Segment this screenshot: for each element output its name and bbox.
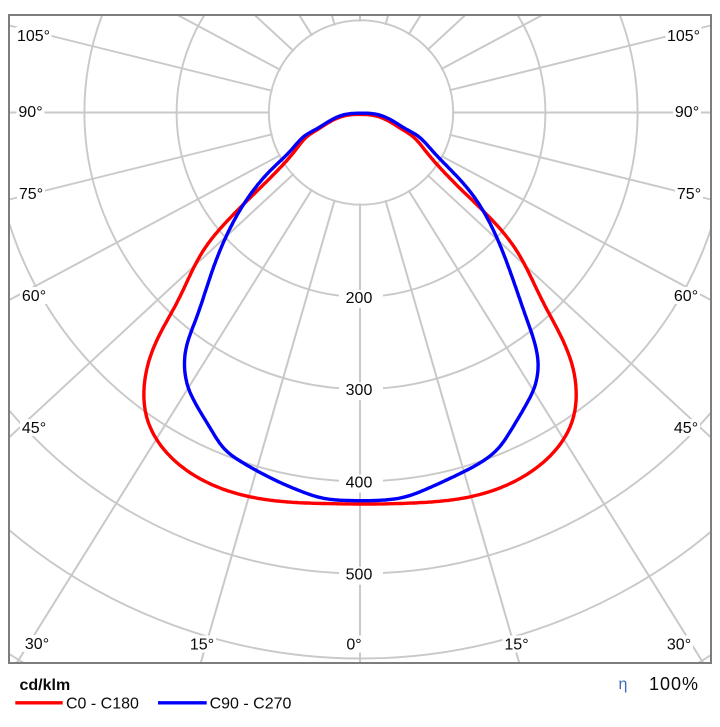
svg-text:90°: 90° (675, 104, 699, 121)
svg-text:C0 - C180: C0 - C180 (66, 696, 139, 713)
svg-text:75°: 75° (677, 186, 701, 203)
svg-text:105°: 105° (667, 28, 700, 45)
svg-text:200: 200 (346, 290, 373, 307)
svg-text:C90 - C270: C90 - C270 (210, 696, 292, 713)
svg-text:500: 500 (346, 567, 373, 584)
svg-text:90°: 90° (18, 104, 42, 121)
svg-text:400: 400 (346, 474, 373, 491)
svg-text:30°: 30° (25, 636, 49, 653)
svg-text:105°: 105° (17, 28, 50, 45)
svg-text:100%: 100% (649, 674, 699, 694)
svg-text:0°: 0° (346, 636, 361, 653)
svg-text:η: η (619, 676, 628, 693)
svg-text:60°: 60° (674, 288, 698, 305)
svg-text:300: 300 (346, 382, 373, 399)
svg-text:30°: 30° (667, 636, 691, 653)
svg-text:45°: 45° (22, 420, 46, 437)
svg-text:cd/klm: cd/klm (20, 677, 71, 694)
svg-text:75°: 75° (19, 186, 43, 203)
svg-text:45°: 45° (674, 420, 698, 437)
svg-text:15°: 15° (190, 636, 214, 653)
svg-text:15°: 15° (504, 636, 528, 653)
svg-text:60°: 60° (22, 288, 46, 305)
